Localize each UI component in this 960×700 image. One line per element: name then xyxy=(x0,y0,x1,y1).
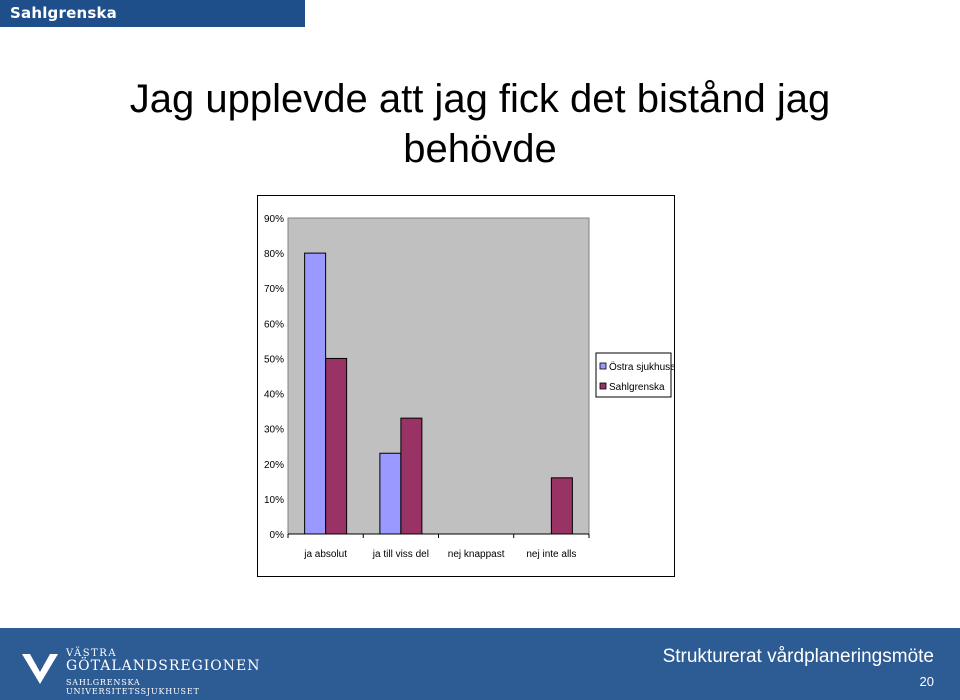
bar xyxy=(550,477,573,535)
x-tick-label: ja till viss del xyxy=(372,549,429,560)
logo-line-3: SAHLGRENSKA UNIVERSITETSSJUKHUSET xyxy=(66,678,200,696)
x-tick-label: ja absolut xyxy=(303,549,347,560)
y-tick-label: 0% xyxy=(270,530,285,541)
logo-line-1: VÄSTRA xyxy=(66,648,118,659)
chart-frame: 0% 10% 20% 30% 40% 50% 60% 70% 80% 90% ja absolut j… xyxy=(257,195,675,577)
y-tick-label: 90% xyxy=(264,214,284,225)
hospital-banner: Sahlgrenska Universitetssjukhuset xyxy=(0,0,305,49)
bar xyxy=(304,252,327,535)
legend-box xyxy=(595,352,672,398)
y-tick-label: 10% xyxy=(264,495,284,506)
y-tick-label: 50% xyxy=(264,354,284,365)
footer-bar: VÄSTRA GÖTALANDSREGIONEN SAHLGRENSKA UNI… xyxy=(0,628,960,700)
bar-chart: 0% 10% 20% 30% 40% 50% 60% 70% 80% 90% ja absolut j… xyxy=(264,214,674,560)
bar xyxy=(325,357,348,535)
x-tick-label: nej knappast xyxy=(448,549,505,560)
y-tick-label: 70% xyxy=(264,284,284,295)
vgr-logo: VÄSTRA GÖTALANDSREGIONEN SAHLGRENSKA UNI… xyxy=(20,646,260,696)
slide-title: Jag upplevde att jag fick det bistånd ja… xyxy=(129,77,831,171)
legend-swatch xyxy=(599,382,607,390)
legend-label: Östra sjukhuset xyxy=(609,361,674,373)
legend-swatch xyxy=(599,362,607,370)
footer-title: Strukturerat vårdplaneringsmöte xyxy=(662,646,934,667)
y-tick-label: 80% xyxy=(264,249,284,260)
y-tick-label: 60% xyxy=(264,319,284,330)
page-number: 20 xyxy=(919,674,934,689)
bar xyxy=(379,452,402,535)
x-tick-label: nej inte alls xyxy=(526,549,576,560)
bar xyxy=(400,417,423,535)
legend-label: Sahlgrenska xyxy=(609,382,665,393)
y-tick-label: 20% xyxy=(264,460,284,471)
y-tick-label: 40% xyxy=(264,390,284,401)
vgr-emblem-icon xyxy=(22,653,58,684)
y-tick-label: 30% xyxy=(264,425,284,436)
logo-line-2: GÖTALANDSREGIONEN xyxy=(66,658,261,674)
